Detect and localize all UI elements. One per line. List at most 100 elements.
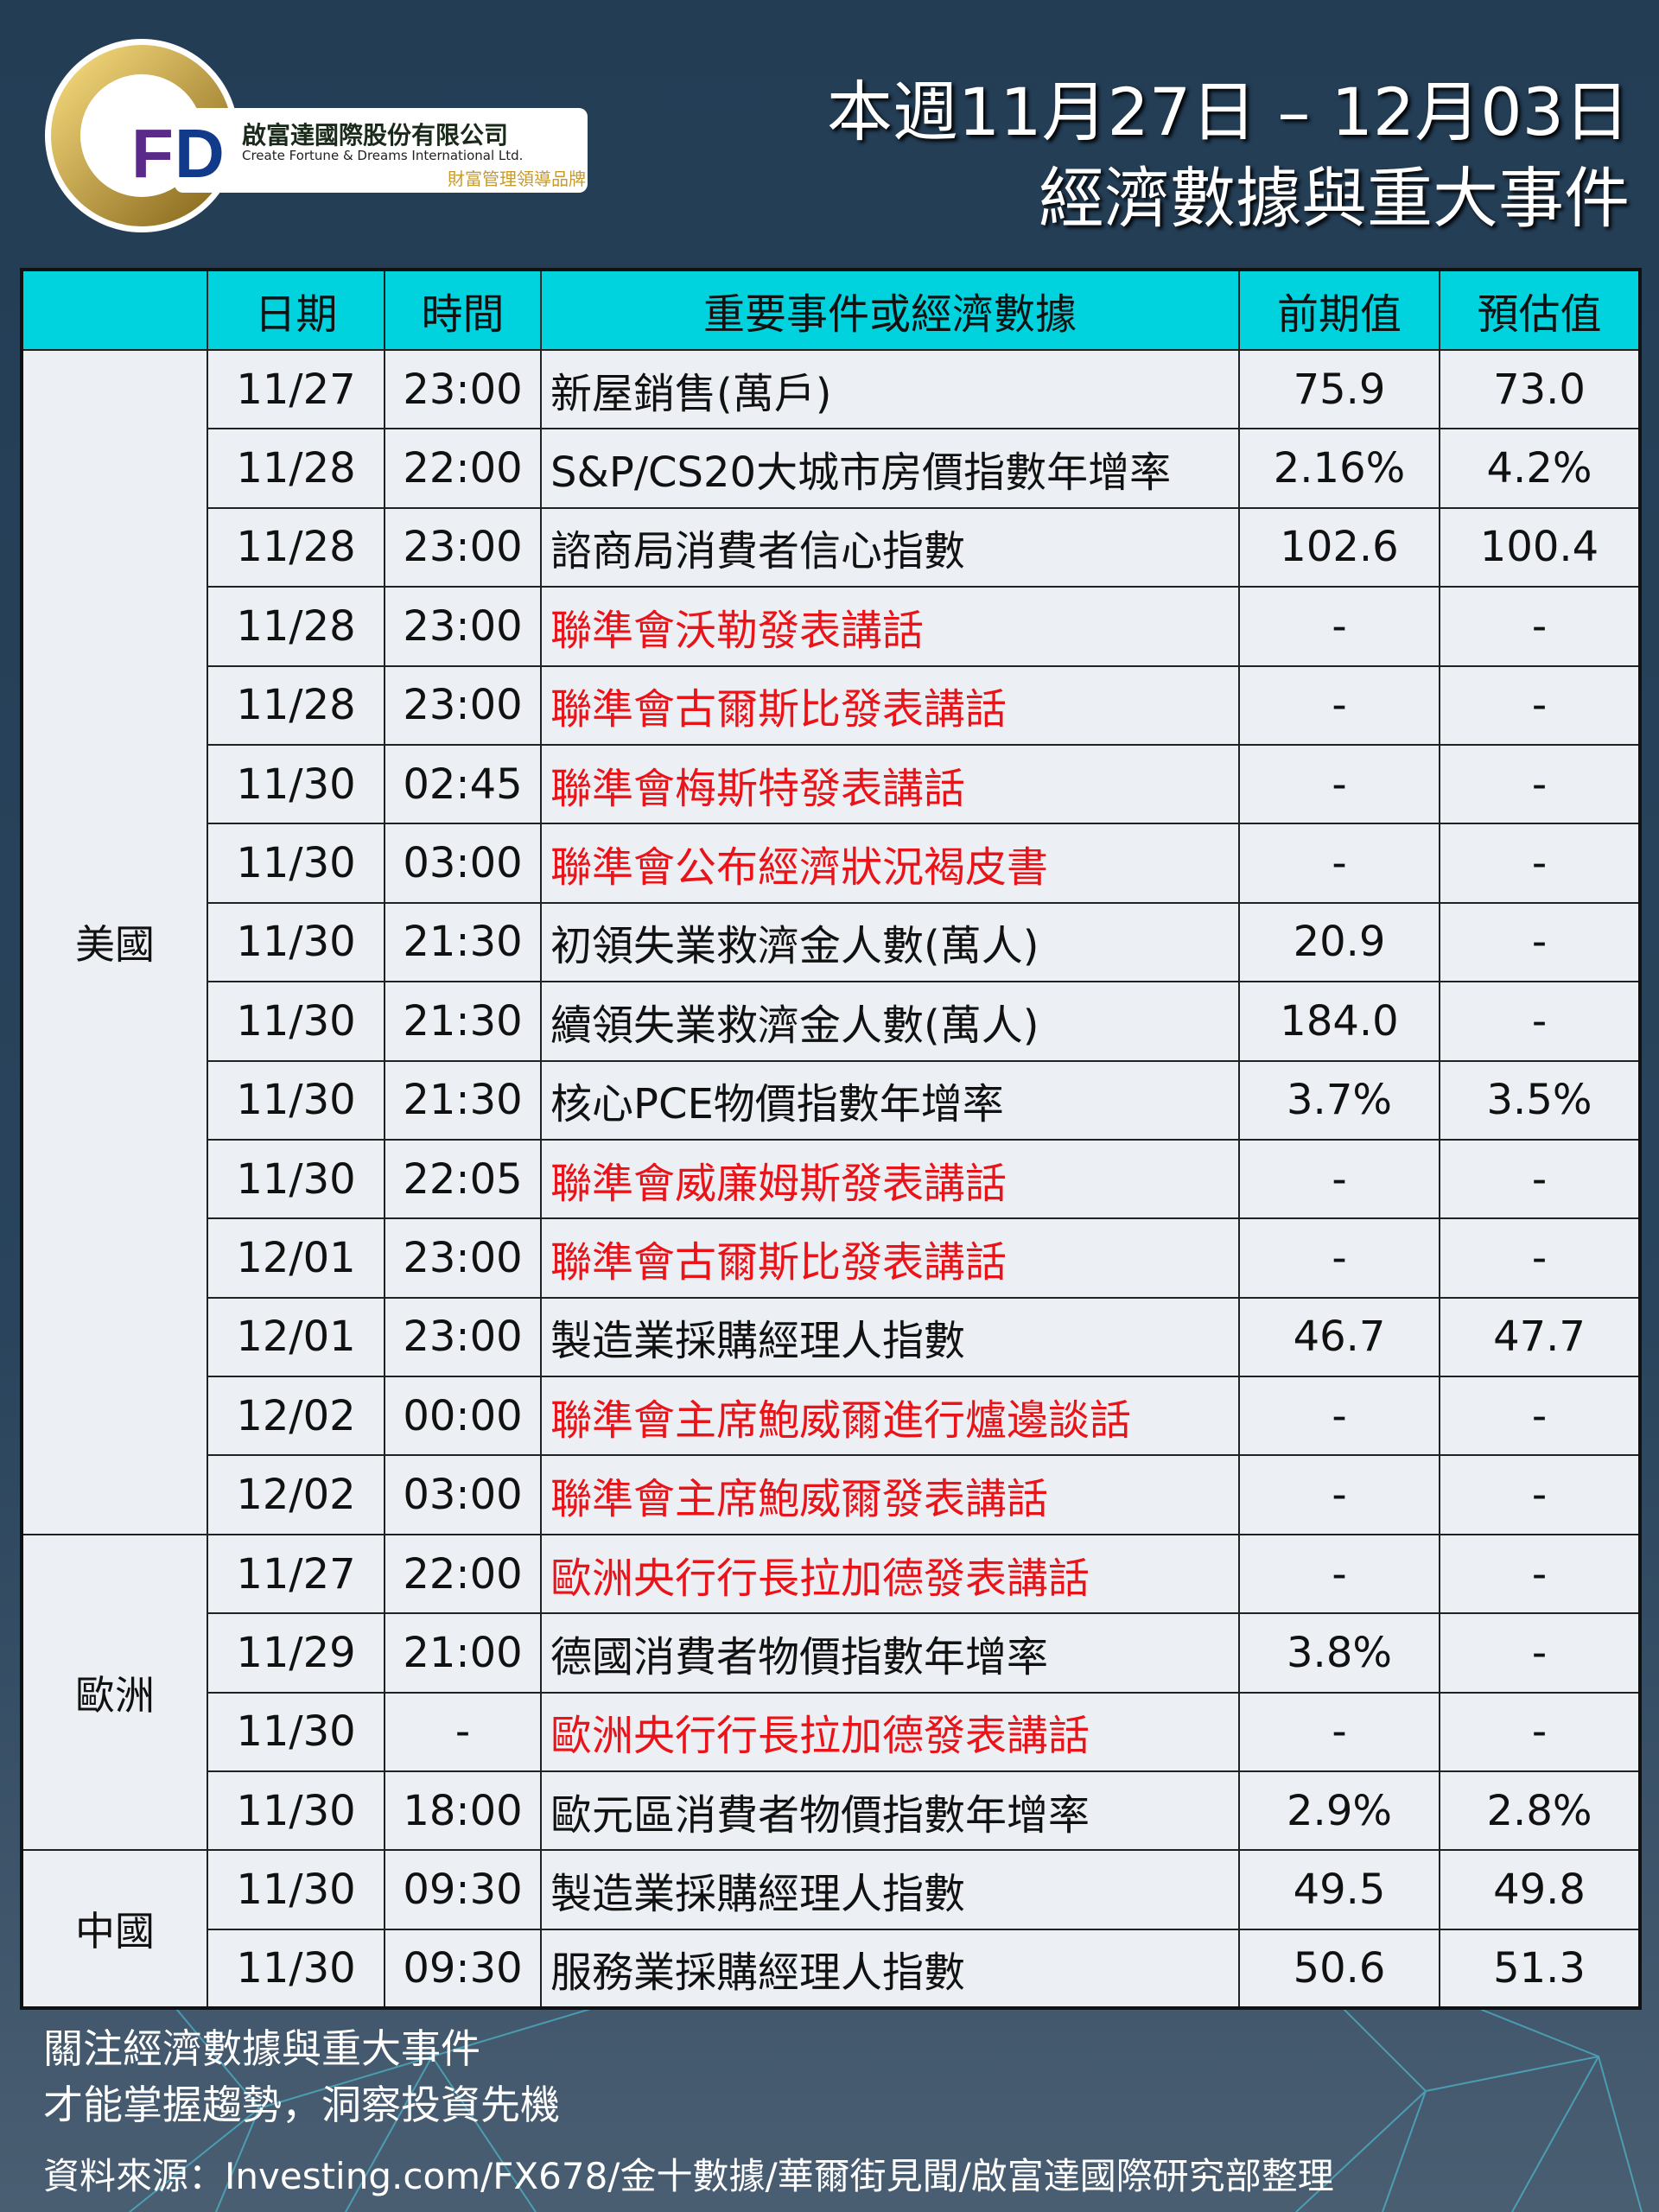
time-cell: 09:30 bbox=[384, 1849, 542, 1930]
logo-name-zh: 啟富達國際股份有限公司 bbox=[242, 121, 509, 149]
event-cell: 歐洲央行行長拉加德發表講話 bbox=[540, 1533, 1240, 1615]
time-cell: 21:30 bbox=[384, 981, 542, 1062]
title-date-range: 本週11月27日 – 12月03日 bbox=[826, 73, 1630, 150]
time-cell: 22:00 bbox=[384, 1533, 542, 1615]
previous-value-cell: - bbox=[1238, 1454, 1440, 1535]
time-cell: 23:00 bbox=[384, 1296, 542, 1378]
estimate-value-cell: - bbox=[1439, 743, 1641, 825]
table-header: 日期 時間 重要事件或經濟數據 前期值 預估值 bbox=[21, 269, 1641, 351]
estimate-value-cell: - bbox=[1439, 823, 1641, 904]
table-row: 11/28 22:00 S&P/CS20大城市房價指數年增率 2.16% 4.2% bbox=[22, 428, 1641, 509]
previous-value-cell: - bbox=[1238, 1533, 1440, 1615]
estimate-value-cell: 49.8 bbox=[1439, 1849, 1641, 1930]
event-cell: 初領失業救濟金人數(萬人) bbox=[540, 901, 1240, 983]
date-cell: 11/28 bbox=[207, 428, 385, 509]
previous-value-cell: 75.9 bbox=[1238, 348, 1440, 430]
table-row: 11/28 23:00 聯準會古爾斯比發表講話 - - bbox=[22, 664, 1641, 746]
previous-value-cell: 3.8% bbox=[1238, 1612, 1440, 1694]
title-subject: 經濟數據與重大事件 bbox=[1039, 160, 1630, 237]
previous-value-cell: 102.6 bbox=[1238, 506, 1440, 588]
event-cell: 製造業採購經理人指數 bbox=[540, 1849, 1240, 1930]
previous-value-cell: - bbox=[1238, 1217, 1440, 1299]
date-cell: 11/30 bbox=[207, 901, 385, 983]
event-cell: 製造業採購經理人指數 bbox=[540, 1296, 1240, 1378]
event-cell: 聯準會梅斯特發表講話 bbox=[540, 743, 1240, 825]
estimate-value-cell: - bbox=[1439, 1691, 1641, 1773]
event-cell: 聯準會主席鮑威爾進行爐邊談話 bbox=[540, 1376, 1240, 1457]
table-row: 11/30 21:30 核心PCE物價指數年增率 3.7% 3.5% bbox=[22, 1059, 1641, 1141]
column-header bbox=[21, 269, 208, 351]
date-cell: 11/30 bbox=[207, 1138, 385, 1220]
event-cell: 聯準會古爾斯比發表講話 bbox=[540, 664, 1240, 746]
date-cell: 12/01 bbox=[207, 1296, 385, 1378]
time-cell: 09:30 bbox=[384, 1928, 542, 2010]
time-cell: - bbox=[384, 1691, 542, 1773]
time-cell: 22:05 bbox=[384, 1138, 542, 1220]
network-background-decoration bbox=[129, 2005, 1643, 2212]
column-header: 重要事件或經濟數據 bbox=[540, 269, 1240, 351]
time-cell: 21:00 bbox=[384, 1612, 542, 1694]
time-cell: 18:00 bbox=[384, 1770, 542, 1852]
date-cell: 11/27 bbox=[207, 1533, 385, 1615]
event-cell: 聯準會公布經濟狀況褐皮書 bbox=[540, 823, 1240, 904]
date-cell: 12/01 bbox=[207, 1217, 385, 1299]
time-cell: 23:00 bbox=[384, 348, 542, 430]
table-row: 12/01 23:00 聯準會古爾斯比發表講話 - - bbox=[22, 1217, 1641, 1299]
previous-value-cell: - bbox=[1238, 1138, 1440, 1220]
previous-value-cell: - bbox=[1238, 743, 1440, 825]
region-cell: 美國 bbox=[21, 349, 208, 1535]
estimate-value-cell: - bbox=[1439, 1612, 1641, 1694]
event-cell: 歐洲央行行長拉加德發表講話 bbox=[540, 1691, 1240, 1773]
estimate-value-cell: - bbox=[1439, 1454, 1641, 1535]
region-cell: 中國 bbox=[21, 1849, 208, 2010]
event-cell: 聯準會威廉姆斯發表講話 bbox=[540, 1138, 1240, 1220]
previous-value-cell: 2.16% bbox=[1238, 428, 1440, 509]
date-cell: 11/30 bbox=[207, 1849, 385, 1930]
table-row: 11/30- 歐洲央行行長拉加德發表講話 - - bbox=[22, 1691, 1641, 1773]
region-cell: 歐洲 bbox=[21, 1533, 208, 1852]
event-cell: 歐元區消費者物價指數年增率 bbox=[540, 1770, 1240, 1852]
date-cell: 11/30 bbox=[207, 981, 385, 1062]
previous-value-cell: 184.0 bbox=[1238, 981, 1440, 1062]
previous-value-cell: 46.7 bbox=[1238, 1296, 1440, 1378]
estimate-value-cell: - bbox=[1439, 981, 1641, 1062]
table-row: 12/02 00:00 聯準會主席鮑威爾進行爐邊談話 - - bbox=[22, 1376, 1641, 1457]
date-cell: 11/30 bbox=[207, 1928, 385, 2010]
date-cell: 12/02 bbox=[207, 1454, 385, 1535]
estimate-value-cell: 100.4 bbox=[1439, 506, 1641, 588]
date-cell: 11/28 bbox=[207, 586, 385, 667]
table-row: 11/30 03:00 聯準會公布經濟狀況褐皮書 - - bbox=[22, 823, 1641, 904]
estimate-value-cell: - bbox=[1439, 586, 1641, 667]
date-cell: 11/29 bbox=[207, 1612, 385, 1694]
event-cell: S&P/CS20大城市房價指數年增率 bbox=[540, 428, 1240, 509]
time-cell: 23:00 bbox=[384, 1217, 542, 1299]
previous-value-cell: - bbox=[1238, 1691, 1440, 1773]
date-cell: 11/28 bbox=[207, 506, 385, 588]
estimate-value-cell: - bbox=[1439, 901, 1641, 983]
date-cell: 11/30 bbox=[207, 1691, 385, 1773]
column-header: 預估值 bbox=[1439, 269, 1641, 351]
time-cell: 03:00 bbox=[384, 823, 542, 904]
estimate-value-cell: 51.3 bbox=[1439, 1928, 1641, 2010]
svg-text:F: F bbox=[131, 115, 174, 192]
previous-value-cell: 49.5 bbox=[1238, 1849, 1440, 1930]
table-row: 11/28 23:00 諮商局消費者信心指數 102.6 100.4 bbox=[22, 506, 1641, 588]
time-cell: 00:00 bbox=[384, 1376, 542, 1457]
date-cell: 11/28 bbox=[207, 664, 385, 746]
estimate-value-cell: 2.8% bbox=[1439, 1770, 1641, 1852]
previous-value-cell: - bbox=[1238, 664, 1440, 746]
event-cell: 聯準會沃勒發表講話 bbox=[540, 586, 1240, 667]
time-cell: 21:30 bbox=[384, 901, 542, 983]
footer-line-1: 關注經濟數據與重大事件 bbox=[43, 2025, 480, 2072]
time-cell: 23:00 bbox=[384, 664, 542, 746]
estimate-value-cell: 3.5% bbox=[1439, 1059, 1641, 1141]
table-row: 美國 11/27 23:00 新屋銷售(萬戶) 75.9 73.0 bbox=[21, 348, 1641, 1535]
table-row: 11/30 02:45 聯準會梅斯特發表講話 - - bbox=[22, 743, 1641, 825]
previous-value-cell: - bbox=[1238, 823, 1440, 904]
table-row: 中國 11/30 09:30 製造業採購經理人指數 49.5 49.8 bbox=[21, 1849, 1641, 2010]
table-row: 11/30 18:00 歐元區消費者物價指數年增率 2.9% 2.8% bbox=[22, 1770, 1641, 1852]
time-cell: 23:00 bbox=[384, 506, 542, 588]
previous-value-cell: - bbox=[1238, 1376, 1440, 1457]
estimate-value-cell: - bbox=[1439, 1533, 1641, 1615]
data-source: 資料來源：Investing.com/FX678/金十數據/華爾街見聞/啟富達國… bbox=[43, 2155, 1334, 2197]
